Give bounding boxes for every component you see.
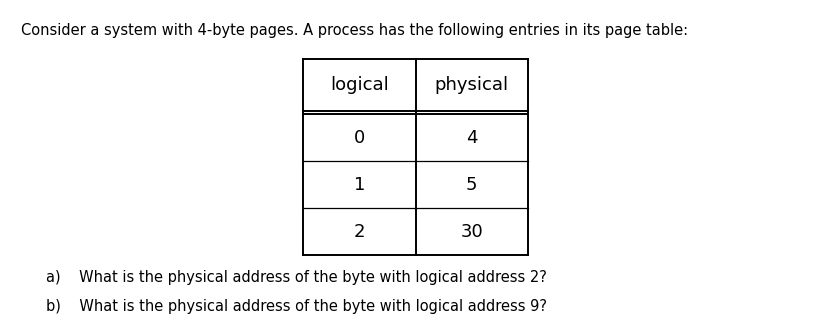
Text: Consider a system with 4-byte pages. A process has the following entries in its : Consider a system with 4-byte pages. A p… [21,23,688,38]
Text: 30: 30 [460,223,483,241]
Text: physical: physical [435,76,509,94]
Text: 1: 1 [354,176,365,194]
Text: 4: 4 [466,129,477,147]
Text: logical: logical [330,76,389,94]
Text: 5: 5 [466,176,477,194]
Text: a)    What is the physical address of the byte with logical address 2?: a) What is the physical address of the b… [46,270,547,285]
Text: 2: 2 [354,223,365,241]
Text: b)    What is the physical address of the byte with logical address 9?: b) What is the physical address of the b… [46,299,547,314]
Text: 0: 0 [354,129,365,147]
